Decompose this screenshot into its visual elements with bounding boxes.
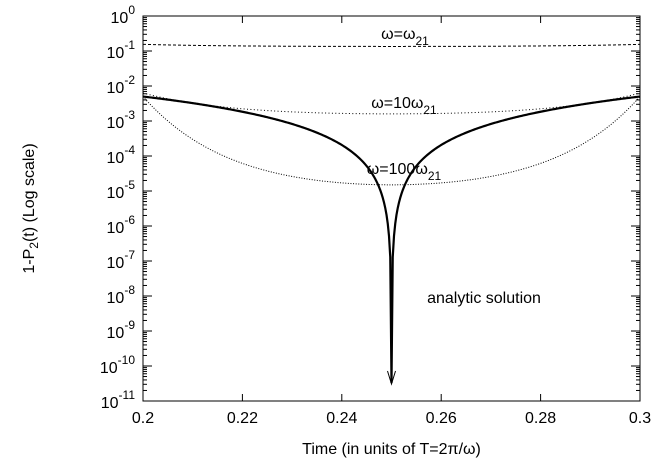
x-axis-ticks: 0.2 0.22 0.24 0.26 0.28 0.3: [132, 16, 651, 427]
y-tick-exp: -11: [119, 388, 136, 402]
annotation-base: ω=10ω: [371, 95, 423, 112]
x-tick-label: 0.22: [227, 410, 258, 427]
y-axis-label: 1-P2(t) (Log scale): [21, 143, 41, 273]
y-tick-label: 10-2: [107, 73, 136, 97]
annotation-label: ω=10ω21: [371, 95, 437, 117]
y-tick-exp: -8: [124, 283, 135, 297]
y-axis-ticks: 10010-110-210-310-410-510-610-710-810-91…: [100, 3, 640, 412]
annotation-sub: 21: [428, 169, 442, 183]
y-axis-label-sub: 2: [27, 242, 41, 249]
annotation-text: analytic solution: [427, 290, 541, 307]
y-tick-base: 10: [107, 150, 125, 167]
y-tick-exp: -10: [118, 353, 136, 367]
x-tick-label: 0.28: [525, 410, 556, 427]
plot-area-frame: [142, 15, 641, 402]
y-tick-base: 10: [107, 220, 125, 237]
y-tick-base: 10: [100, 360, 118, 377]
y-tick-exp: -1: [124, 38, 135, 52]
y-tick-label: 10-9: [107, 318, 136, 342]
y-tick-base: 10: [107, 45, 125, 62]
annotation-sub: 21: [423, 103, 437, 117]
plot-lines: [142, 43, 641, 386]
y-tick-exp: -3: [124, 108, 135, 122]
dip-arrow-head: [387, 370, 396, 386]
series-solid-line: [142, 95, 641, 384]
y-tick-label: 10-1: [107, 38, 136, 62]
y-tick-base: 10: [107, 255, 125, 272]
y-tick-label: 10-3: [107, 108, 136, 132]
annotation-label: analytic solution: [427, 290, 541, 307]
y-tick-label: 10-8: [107, 283, 136, 307]
y-axis-label-rest: (t) (Log scale): [21, 143, 38, 242]
x-tick-label: 0.24: [326, 410, 357, 427]
x-tick-label: 0.2: [132, 410, 154, 427]
y-tick-label: 100: [111, 3, 136, 27]
annotation-base: ω=ω: [381, 26, 415, 43]
y-axis-label-base: 1-P: [21, 249, 38, 274]
y-tick-exp: -4: [124, 143, 135, 157]
y-tick-label: 10-10: [100, 353, 135, 377]
y-tick-base: 10: [107, 80, 125, 97]
y-tick-base: 10: [107, 325, 125, 342]
x-tick-label: 0.3: [629, 410, 651, 427]
x-axis-label: Time (in units of T=2π/ω): [302, 441, 481, 458]
y-tick-label: 10-4: [107, 143, 136, 167]
y-tick-label: 10-11: [101, 388, 136, 412]
y-tick-exp: -6: [124, 213, 135, 227]
y-tick-base: 10: [111, 10, 129, 27]
annotation-base: ω=100ω: [367, 161, 428, 178]
y-tick-label: 10-6: [107, 213, 136, 237]
x-tick-label: 0.26: [426, 410, 457, 427]
y-tick-exp: 0: [128, 3, 135, 17]
annotation-label: ω=ω21: [381, 26, 429, 48]
y-tick-base: 10: [107, 185, 125, 202]
annotation-sub: 21: [415, 34, 429, 48]
y-tick-exp: -5: [124, 178, 135, 192]
y-tick-base: 10: [107, 115, 125, 132]
series-dashed-line: [142, 43, 641, 47]
annotation-label: ω=100ω21: [367, 161, 442, 183]
y-tick-base: 10: [101, 395, 119, 412]
y-tick-exp: -7: [124, 248, 135, 262]
y-tick-label: 10-5: [107, 178, 136, 202]
y-tick-label: 10-7: [107, 248, 136, 272]
y-tick-exp: -2: [124, 73, 135, 87]
y-tick-base: 10: [107, 290, 125, 307]
y-tick-exp: -9: [124, 318, 135, 332]
